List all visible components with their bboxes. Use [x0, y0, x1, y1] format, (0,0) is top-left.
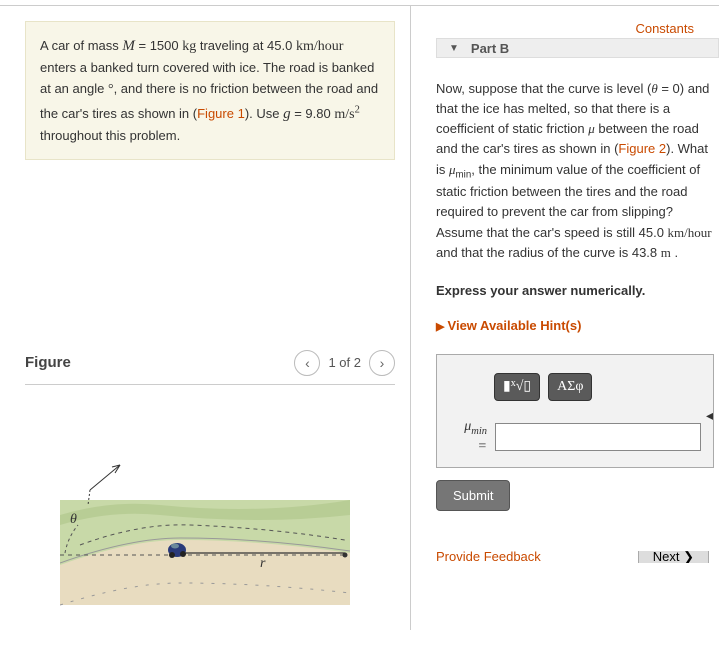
part-header-label: Part B [471, 41, 509, 56]
right-column: Constants Part B Now, suppose that the c… [411, 6, 719, 630]
left-column: A car of mass M = 1500 kg traveling at 4… [0, 6, 411, 630]
figure-section: Figure ‹ 1 of 2 › r [25, 350, 395, 615]
provide-feedback-link[interactable]: Provide Feedback [436, 551, 541, 563]
math-template-button[interactable]: ▮ x√▯ [494, 373, 540, 401]
toolbar-expand-icon[interactable]: ◂ [706, 405, 713, 427]
answer-input[interactable] [495, 423, 701, 451]
next-button[interactable]: Next ❯ [638, 551, 709, 563]
part-question-text: Now, suppose that the curve is level (θ … [436, 79, 714, 263]
part-header[interactable]: Part B [436, 38, 719, 58]
figure-prev-button[interactable]: ‹ [294, 350, 320, 376]
figure-page-indicator: 1 of 2 [328, 355, 361, 370]
answer-variable-label: μmin= [449, 419, 487, 455]
figure-title: Figure [25, 354, 71, 371]
svg-text:θ: θ [70, 512, 77, 527]
figure-image: r θ [60, 445, 350, 615]
part-body: Now, suppose that the curve is level (θ … [436, 64, 719, 563]
constants-link[interactable]: Constants [635, 21, 694, 36]
submit-button[interactable]: Submit [436, 480, 510, 511]
svg-text:r: r [260, 556, 266, 571]
greek-symbols-button[interactable]: ΑΣφ [548, 373, 592, 401]
figure-next-button[interactable]: › [369, 350, 395, 376]
answer-instruction: Express your answer numerically. [436, 281, 714, 301]
problem-statement: A car of mass M = 1500 kg traveling at 4… [25, 21, 395, 160]
figure-pager: ‹ 1 of 2 › [294, 350, 395, 376]
view-hints-toggle[interactable]: View Available Hint(s) [436, 316, 714, 336]
answer-box: ▮ x√▯ ΑΣφ ◂ μmin= [436, 354, 714, 468]
